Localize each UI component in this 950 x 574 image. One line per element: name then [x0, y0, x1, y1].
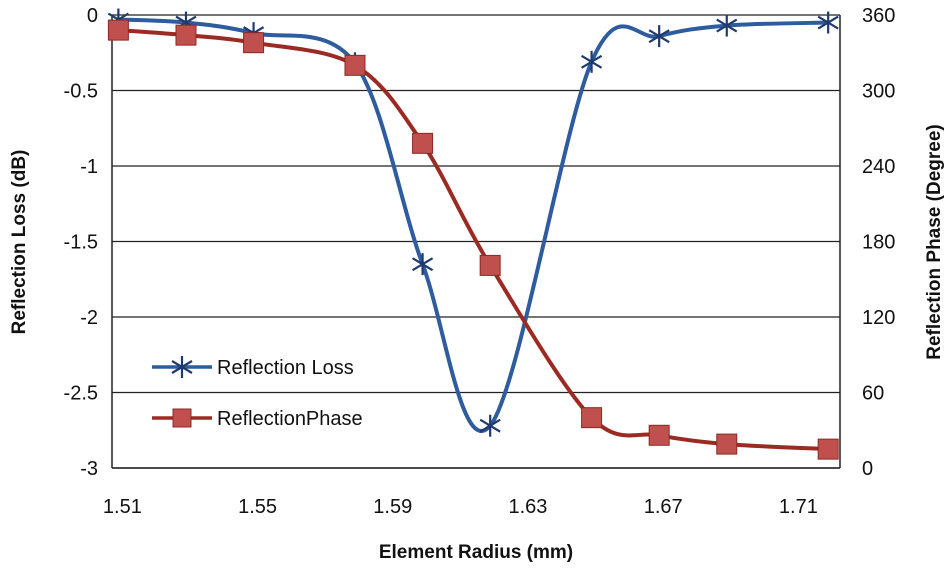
x-tick-label: 1.63	[509, 496, 548, 518]
legend-label-reflection-loss: Reflection Loss	[217, 357, 354, 379]
x-tick-label: 1.71	[779, 496, 818, 518]
legend: Reflection Loss ReflectionPhase	[152, 356, 363, 430]
y-tick-label: -0.5	[64, 81, 98, 103]
point-reflection-phase	[581, 407, 603, 429]
x-tick-label: 1.67	[644, 496, 683, 518]
point-reflection-phase	[243, 32, 265, 54]
y-tick-label: -2	[80, 307, 98, 329]
y-tick-label: -1.5	[64, 232, 98, 254]
y2-axis-title: Reflection Phase (Degree)	[924, 124, 945, 359]
x-tick-label: 1.55	[238, 496, 277, 518]
point-reflection-loss	[716, 14, 738, 37]
point-reflection-phase	[175, 24, 197, 46]
series-line-reflection-phase	[118, 28, 829, 452]
point-reflection-loss	[412, 253, 434, 276]
y-tick-label: -3	[80, 458, 98, 480]
x-axis-title: Element Radius (mm)	[379, 542, 573, 563]
point-reflection-phase	[648, 424, 670, 446]
point-reflection-phase	[107, 19, 129, 41]
y2-tick-label: 180	[862, 232, 895, 254]
x-tick-label: 1.51	[103, 496, 142, 518]
y2-tick-label: 300	[862, 81, 895, 103]
legend-asterisk	[171, 356, 193, 378]
point-reflection-loss	[648, 25, 670, 48]
x-tick-label: 1.59	[373, 496, 412, 518]
point-reflection-phase	[412, 132, 434, 154]
y2-tick-label: 0	[862, 458, 873, 480]
y-tick-label: -2.5	[64, 383, 98, 405]
point-reflection-phase	[817, 438, 839, 460]
y-tick-label: 0	[87, 5, 98, 27]
point-reflection-phase	[479, 254, 501, 276]
point-reflection-loss	[581, 50, 603, 73]
y-axis-title: Reflection Loss (dB)	[9, 150, 30, 335]
point-reflection-loss	[817, 11, 839, 34]
legend-marker-asterisk	[171, 356, 193, 378]
point-reflection-phase	[716, 433, 738, 455]
y2-tick-label: 240	[862, 156, 895, 178]
point-reflection-phase	[344, 54, 366, 76]
y2-tick-label: 120	[862, 307, 895, 329]
y2-tick-label: 360	[862, 5, 895, 27]
y2-tick-label: 60	[862, 383, 884, 405]
y-tick-label: -1	[80, 156, 98, 178]
point-reflection-loss	[479, 414, 501, 437]
legend-label-reflection-phase: ReflectionPhase	[217, 408, 363, 430]
legend-marker-square	[172, 408, 192, 428]
